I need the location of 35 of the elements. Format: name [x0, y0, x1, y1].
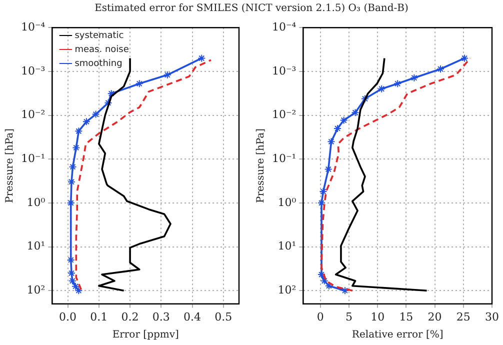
x-tick-label: 0.3 [152, 310, 170, 324]
x-tick-label: 0.1 [90, 310, 108, 324]
y-tick-label: 10⁻⁴ [20, 20, 46, 34]
x-tick-label: 5 [345, 310, 352, 324]
x-axis-title: Relative error [%] [352, 330, 444, 341]
y-tick-label: 10⁻¹ [20, 152, 46, 165]
y-tick-label: 10⁰ [278, 196, 297, 209]
y-tick-label: 10⁻³ [20, 64, 46, 78]
legend-label: smoothing [74, 58, 122, 69]
y-tick-label: 10⁻¹ [272, 152, 296, 165]
legend-label: systematic [74, 30, 124, 41]
x-tick-label: 20 [428, 310, 442, 324]
y-tick-label: 10⁻³ [272, 64, 296, 78]
y-tick-label: 10⁻² [20, 108, 46, 122]
x-tick-label: 0.2 [121, 310, 139, 324]
x-tick-label: 0.4 [184, 310, 202, 324]
x-tick-label: 10 [370, 310, 385, 324]
y-tick-label: 10² [278, 283, 296, 296]
x-tick-label: 0.0 [59, 310, 77, 324]
y-tick-label: 10¹ [278, 240, 296, 253]
chart-title: Estimated error for SMILES (NICT version 2.1.5) O₃ (Band-B) [94, 2, 410, 16]
x-tick-label: 30 [485, 310, 499, 324]
y-tick-label: 10¹ [26, 240, 46, 253]
x-tick-label: 0.5 [214, 310, 232, 324]
x-axis-title: Error [ppmv] [112, 330, 179, 341]
y-tick-label: 10⁻² [272, 108, 296, 122]
y-tick-label: 10⁰ [26, 196, 46, 209]
x-tick-label: 0 [316, 310, 324, 324]
y-tick-label: 10² [26, 283, 46, 296]
x-tick-label: 25 [456, 310, 470, 324]
legend-label: meas. noise [74, 44, 130, 55]
y-axis-title: Pressure [hPa] [256, 128, 267, 203]
y-axis-title: Pressure [hPa] [4, 128, 16, 203]
x-tick-label: 15 [399, 310, 414, 324]
y-tick-label: 10⁻⁴ [272, 20, 297, 34]
